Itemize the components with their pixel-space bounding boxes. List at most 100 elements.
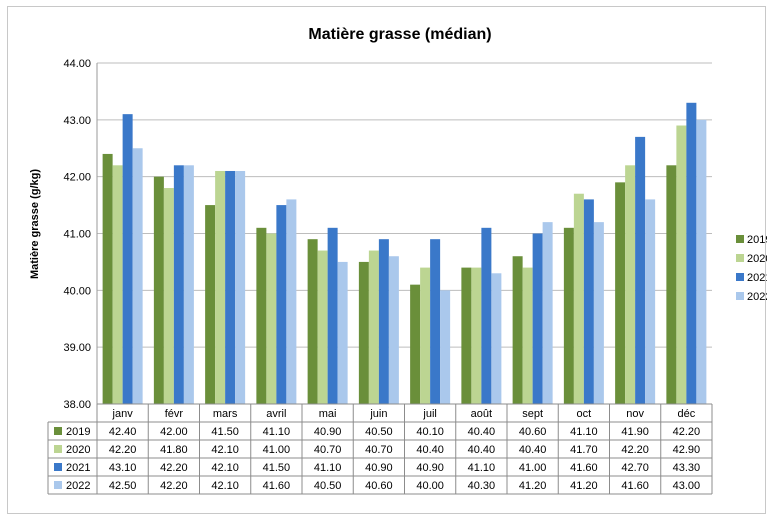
bar-2022 (542, 222, 553, 404)
category-label: févr (165, 408, 184, 420)
data-label: 40.70 (365, 444, 393, 456)
bar-2022 (183, 165, 194, 404)
data-label: 40.40 (468, 426, 496, 438)
data-label: 42.50 (109, 480, 137, 492)
data-label: 41.10 (570, 426, 598, 438)
category-label: sept (522, 408, 543, 420)
category-label: janv (112, 408, 134, 420)
data-label: 42.20 (621, 444, 649, 456)
data-label: 42.90 (673, 444, 701, 456)
data-label: 42.20 (160, 462, 188, 474)
data-label: 40.40 (468, 444, 496, 456)
legend-swatch-2020 (736, 254, 744, 262)
data-label: 41.10 (263, 426, 291, 438)
bar-2019 (563, 227, 574, 404)
bar-2021 (430, 239, 441, 404)
table-swatch-2020 (54, 445, 62, 453)
bar-2022 (440, 290, 451, 404)
data-label: 41.20 (570, 480, 598, 492)
chart-title: Matière grasse (médian) (308, 26, 491, 43)
category-label: déc (678, 408, 696, 420)
bar-2021 (173, 165, 184, 404)
bar-2019 (102, 153, 113, 404)
legend-label: 2022 (747, 291, 767, 303)
bar-2020 (471, 267, 482, 404)
chart-svg: Matière grasse (médian) Matière grasse (… (29, 26, 767, 495)
bar-2019 (205, 205, 216, 404)
y-tick-label: 43.00 (63, 115, 91, 127)
data-label: 40.00 (416, 480, 444, 492)
table-swatch-2019 (54, 427, 62, 435)
data-label: 40.50 (314, 480, 342, 492)
bar-2020 (112, 165, 123, 404)
data-label: 41.90 (621, 426, 649, 438)
data-label: 42.00 (160, 426, 188, 438)
data-label: 41.80 (160, 444, 188, 456)
bar-2021 (122, 114, 133, 405)
category-label: mars (213, 408, 238, 420)
bar-2020 (573, 193, 584, 404)
y-tick-label: 41.00 (63, 229, 91, 241)
bar-2022 (337, 261, 348, 404)
bar-2020 (215, 170, 226, 404)
data-label: 43.00 (673, 480, 701, 492)
bar-2021 (481, 227, 492, 404)
y-tick-label: 40.00 (63, 285, 91, 297)
y-axis-label: Matière grasse (g/kg) (29, 169, 41, 279)
data-label: 41.10 (314, 462, 342, 474)
bar-2019 (307, 239, 318, 404)
bar-2019 (358, 261, 369, 404)
bar-2021 (276, 205, 287, 404)
data-label: 41.60 (621, 480, 649, 492)
bar-2019 (512, 256, 523, 404)
data-label: 40.40 (416, 444, 444, 456)
data-label: 41.00 (263, 444, 291, 456)
grid-lines (96, 62, 712, 405)
chart-frame: Matière grasse (médian) Matière grasse (… (7, 6, 767, 514)
bar-2022 (132, 148, 143, 404)
bar-2019 (666, 165, 677, 404)
y-tick-label: 44.00 (63, 58, 91, 70)
bar-2019 (461, 267, 472, 404)
bar-2019 (615, 182, 626, 404)
bar-2021 (686, 102, 697, 405)
category-label: mai (319, 408, 337, 420)
data-label: 40.10 (416, 426, 444, 438)
data-table: janv févr mars avril mai juin juil août sept oct n… (47, 403, 713, 495)
table-series-name: 2020 (66, 444, 90, 456)
bar-2022 (491, 273, 502, 404)
bar-2020 (317, 250, 328, 404)
legend-label: 2019 (747, 234, 767, 246)
data-label: 40.40 (519, 444, 547, 456)
y-tick-label: 42.00 (63, 172, 91, 184)
category-label: oct (577, 408, 592, 420)
data-label: 42.70 (621, 462, 649, 474)
legend-label: 2020 (747, 253, 767, 265)
data-label: 41.10 (468, 462, 496, 474)
data-label: 41.70 (570, 444, 598, 456)
legend-swatch-2022 (736, 292, 744, 300)
data-label: 41.60 (263, 480, 291, 492)
data-label: 40.70 (314, 444, 342, 456)
data-label: 42.20 (673, 426, 701, 438)
table-series-name: 2022 (66, 480, 90, 492)
bar-2020 (625, 165, 636, 404)
table-series-name: 2021 (66, 462, 90, 474)
y-tick-labels: 38.00 39.00 40.00 41.00 42.00 43.00 44.00 (63, 58, 91, 411)
data-label: 43.10 (109, 462, 137, 474)
bar-2020 (522, 267, 533, 404)
data-label: 40.30 (468, 480, 496, 492)
bar-2019 (410, 284, 421, 404)
data-label: 40.90 (416, 462, 444, 474)
data-label: 42.10 (211, 444, 239, 456)
data-label: 40.60 (519, 426, 547, 438)
bar-2022 (593, 222, 604, 404)
category-label: juin (369, 408, 387, 420)
data-label: 43.30 (673, 462, 701, 474)
bar-2020 (266, 233, 277, 404)
bar-2022 (696, 119, 707, 404)
bar-2019 (153, 176, 164, 404)
bar-2020 (368, 250, 379, 404)
data-label: 42.20 (160, 480, 188, 492)
data-label: 40.90 (365, 462, 393, 474)
